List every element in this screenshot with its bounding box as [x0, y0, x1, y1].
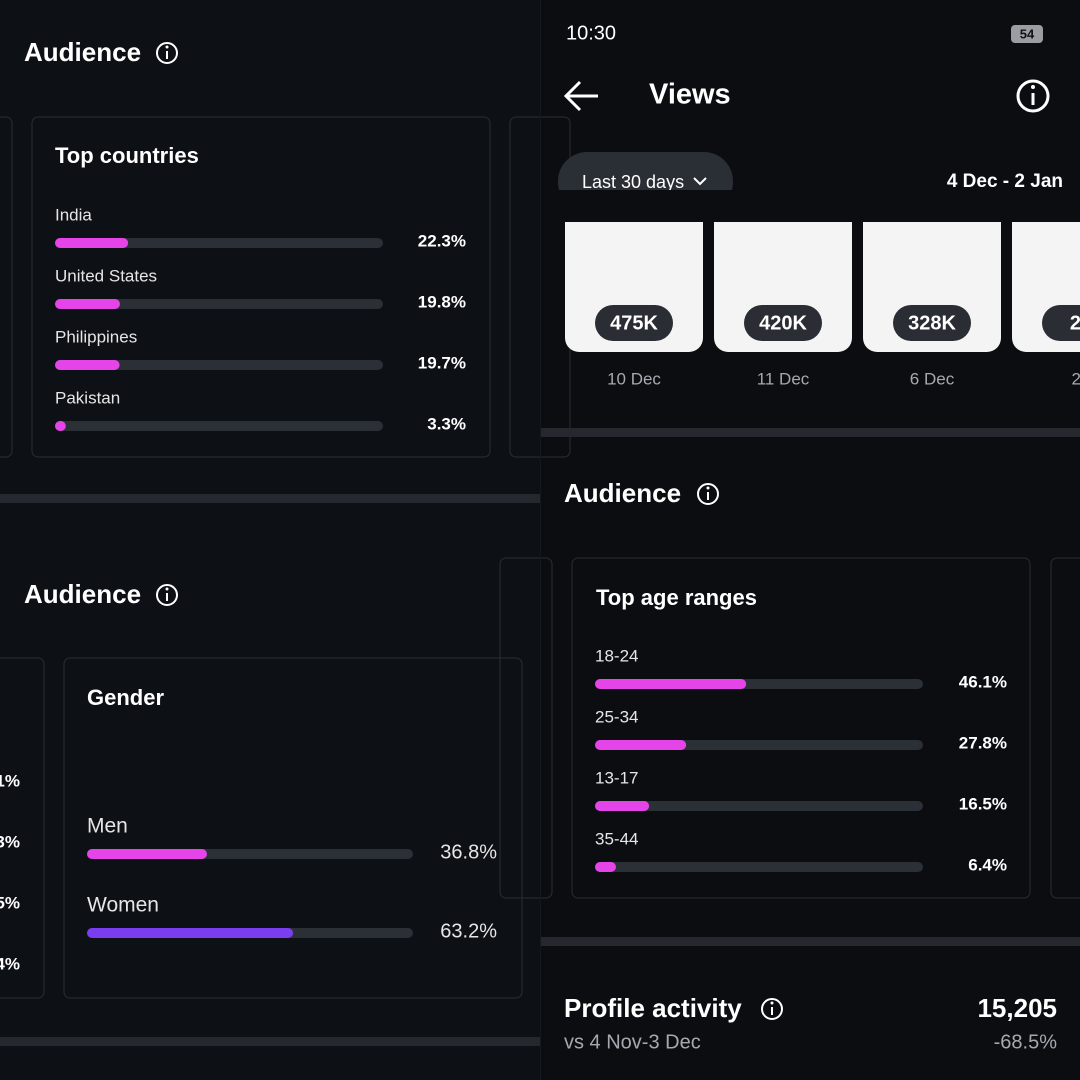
row-value: 36.8% — [440, 841, 497, 863]
header-title: Views — [649, 79, 731, 111]
bar — [595, 862, 616, 872]
row-label: Men — [87, 815, 128, 838]
views-badge — [893, 305, 971, 341]
row-label: Women — [87, 894, 159, 917]
bar-track — [595, 801, 923, 811]
bar — [595, 740, 687, 750]
comparison: vs 4 Nov-3 Dec — [564, 1031, 701, 1053]
bar — [55, 360, 120, 370]
bar — [55, 299, 120, 309]
views-count: 475K — [610, 312, 658, 334]
info-button[interactable] — [1016, 79, 1050, 113]
row-value: 22.3% — [418, 231, 466, 250]
info-icon[interactable] — [156, 584, 178, 606]
row-value: 16.5% — [959, 794, 1007, 813]
row-label: India — [55, 205, 92, 224]
bar-track — [55, 238, 383, 248]
card — [31, 116, 491, 458]
partial-card — [1050, 557, 1080, 899]
card — [571, 557, 1031, 899]
bar-track — [55, 299, 383, 309]
divider — [0, 1037, 540, 1046]
views-badge — [595, 305, 673, 341]
row-value: 46.1% — [959, 672, 1007, 691]
divider — [540, 937, 1080, 946]
info-icon[interactable] — [761, 998, 783, 1020]
bar — [87, 849, 207, 859]
row-value: 3.3% — [427, 414, 466, 433]
bar — [87, 928, 294, 938]
date-range: 4 Dec - 2 Jan — [947, 171, 1063, 192]
change: -68.5% — [994, 1031, 1058, 1053]
row-label: Philippines — [55, 327, 137, 346]
back-button[interactable] — [563, 80, 598, 112]
partial-value: 1% — [0, 771, 20, 790]
bar — [595, 679, 747, 689]
row-value: 63.2% — [440, 920, 497, 942]
partial-card — [499, 557, 553, 899]
views-count: 420K — [759, 312, 807, 334]
row-value: 27.8% — [959, 733, 1007, 752]
row-label: 35-44 — [595, 829, 638, 848]
divider — [540, 428, 1080, 437]
card-title: Top age ranges — [596, 585, 757, 610]
card-title: Top countries — [55, 143, 199, 168]
row-label: 18-24 — [595, 646, 638, 665]
bar — [595, 801, 650, 811]
row-label: Pakistan — [55, 388, 120, 407]
partial-value: 4% — [0, 954, 20, 973]
row-value: 19.8% — [418, 292, 466, 311]
thumbnail-date: 11 Dec — [757, 369, 810, 388]
profile-activity-value: 15,205 — [977, 993, 1057, 1023]
row-label: 13-17 — [595, 768, 638, 787]
partial-card — [0, 116, 13, 458]
partial-card — [0, 657, 45, 999]
status-time: 10:30 — [566, 22, 616, 44]
thumbnail-date: 20 — [1072, 369, 1080, 388]
card — [63, 657, 523, 999]
thumbnail-date: 6 Dec — [910, 369, 955, 388]
bar — [55, 238, 129, 248]
chevron — [693, 177, 707, 186]
filter-label[interactable]: Last 30 days — [582, 172, 684, 192]
partial-value: 5% — [0, 893, 20, 912]
section-title: Audience — [564, 478, 681, 508]
row-label: 25-34 — [595, 707, 638, 726]
section-title: Audience — [24, 37, 141, 67]
info-icon[interactable] — [697, 483, 719, 505]
bar-track — [595, 862, 923, 872]
battery — [1011, 25, 1043, 43]
profile-activity-title: Profile activity — [564, 993, 742, 1023]
row-value: 19.7% — [418, 353, 466, 372]
thumbnail-date: 10 Dec — [607, 369, 661, 388]
row-value: 6.4% — [968, 855, 1007, 874]
bar — [55, 421, 66, 431]
partial-value: 3% — [0, 832, 20, 851]
section-title: Audience — [24, 579, 141, 609]
card-title: Gender — [87, 685, 164, 710]
divider — [0, 494, 540, 503]
row-label: United States — [55, 266, 157, 285]
views-badge — [1042, 305, 1080, 341]
bar-track — [55, 421, 383, 431]
bar-track — [55, 360, 383, 370]
battery-level: 54 — [1020, 26, 1035, 41]
views-count: 22 — [1070, 312, 1080, 334]
views-badge — [744, 305, 822, 341]
seam — [540, 0, 541, 1080]
thumbnail-mask — [540, 190, 1080, 222]
info-icon[interactable] — [156, 42, 178, 64]
views-count: 328K — [908, 312, 956, 334]
